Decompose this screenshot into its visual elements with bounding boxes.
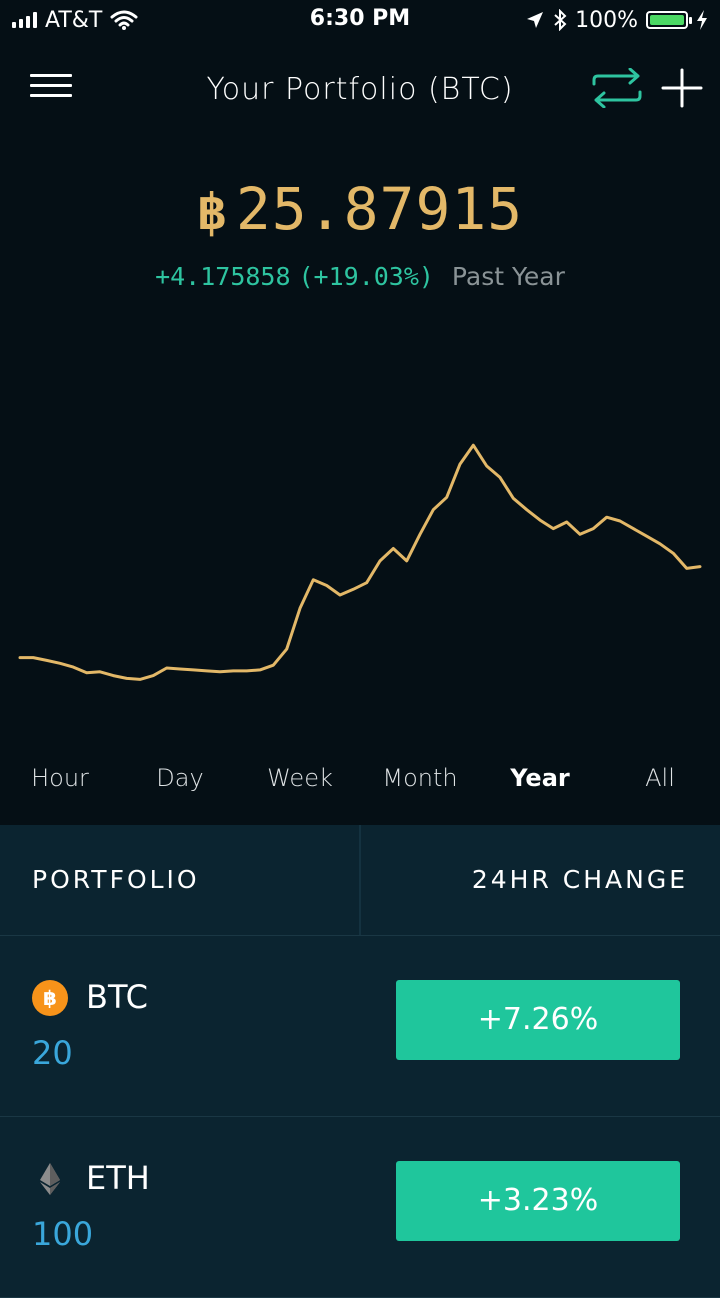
change-amount: +4.175858 [155,262,291,291]
eth-icon [40,1163,60,1195]
balance-change: +4.175858 (+19.03%) Past Year [0,262,720,291]
clock: 6:30 PM [309,6,411,31]
status-left: AT&T [12,6,138,34]
tab-all[interactable]: All [645,764,675,792]
holding-quantity: 100 [32,1215,94,1253]
battery-label: 100% [575,7,638,33]
menu-button[interactable] [30,72,72,100]
portfolio-table-header: PORTFOLIO 24HR CHANGE [0,825,720,936]
tab-year[interactable]: Year [510,764,570,792]
tab-month[interactable]: Month [382,764,458,792]
carrier-label: AT&T [45,7,103,33]
tab-week[interactable]: Week [267,764,333,792]
holding-symbol: ETH [86,1159,150,1197]
chart-series-line [18,443,702,681]
status-bar: AT&T 6:30 PM 100% [0,0,720,40]
status-right: 100% [525,6,708,34]
change-column-header[interactable]: 24HR CHANGE [471,865,688,894]
wifi-icon [110,10,138,30]
holding-change-badge[interactable]: +3.23% [396,1161,680,1241]
column-divider [359,825,361,935]
add-button[interactable] [660,68,704,108]
change-percent: (+19.03%) [298,262,434,291]
app-header: Your Portfolio (BTC) [0,56,720,122]
swap-button[interactable] [590,67,644,109]
page-title: Your Portfolio (BTC) [206,72,514,107]
holding-change-badge[interactable]: +7.26% [396,980,680,1060]
battery-icon [646,11,692,29]
menu-icon [30,74,72,77]
signal-icon [12,12,37,28]
portfolio-chart[interactable] [0,420,720,720]
tab-day[interactable]: Day [156,764,204,792]
menu-icon-bar [30,94,72,97]
location-icon [527,12,544,28]
svg-text:฿: ฿ [43,986,57,1010]
holding-row-eth[interactable]: ETH 100 +3.23% [0,1117,720,1298]
portfolio-column-header[interactable]: PORTFOLIO [32,865,200,894]
menu-icon-bar [30,84,72,87]
holding-row-btc[interactable]: ฿ BTC 20 +7.26% [0,936,720,1117]
btc-icon: ฿ [32,980,68,1016]
charging-icon [697,10,707,30]
currency-symbol: ฿ [196,183,228,241]
tab-hour[interactable]: Hour [31,764,89,792]
balance-amount: 25.87915 [235,175,524,243]
holding-symbol: BTC [86,978,148,1016]
holding-quantity: 20 [32,1034,73,1072]
plus-icon [661,68,703,108]
change-period: Past Year [451,262,565,291]
range-tabs: Hour Day Week Month Year All [0,764,720,804]
swap-icon [592,67,642,109]
portfolio-balance: ฿ 25.87915 [0,175,720,243]
bluetooth-icon [554,9,567,31]
